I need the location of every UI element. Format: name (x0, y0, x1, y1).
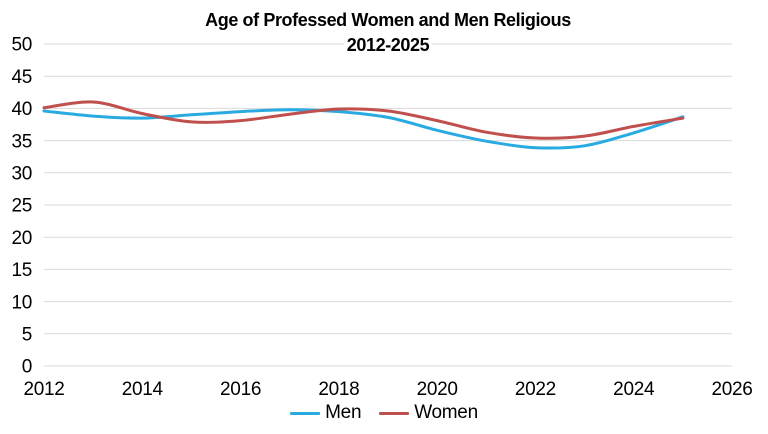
x-tick-label: 2022 (515, 379, 556, 400)
legend-item-women: Women (379, 402, 478, 424)
y-tick-label: 45 (11, 67, 32, 88)
x-tick-label: 2012 (23, 379, 64, 400)
women-series-line (42, 100, 685, 140)
chart-subtitle: 2012-2025 (343, 35, 433, 55)
x-tick-label: 2020 (417, 379, 458, 400)
x-tick-label: 2016 (220, 379, 261, 400)
chart-title: Age of Professed Women and Men Religious (202, 10, 574, 30)
gridlines (44, 43, 732, 367)
men-series-line (42, 108, 685, 150)
x-axis-labels: 2012 2014 2016 2018 2020 2022 2024 2026 (23, 379, 752, 400)
y-tick-label: 40 (11, 99, 32, 120)
y-tick-label: 0 (22, 357, 32, 378)
y-tick-label: 5 (22, 324, 32, 345)
legend-label-men: Men (325, 402, 362, 423)
y-axis-labels: 0 5 10 15 20 25 30 35 40 45 50 (11, 35, 32, 378)
y-tick-label: 50 (11, 35, 32, 56)
chart-title-block: Age of Professed Women and Men Religious… (44, 8, 732, 58)
y-tick-label: 30 (11, 163, 32, 184)
y-tick-label: 15 (11, 260, 32, 281)
y-tick-label: 10 (11, 292, 32, 313)
x-tick-label: 2014 (122, 379, 164, 400)
x-tick-label: 2024 (613, 379, 655, 400)
x-tick-label: 2018 (318, 379, 359, 400)
women-line-swatch (379, 411, 410, 415)
y-tick-label: 35 (11, 131, 32, 152)
y-tick-label: 25 (11, 196, 32, 217)
x-tick-label: 2026 (711, 379, 752, 400)
y-tick-label: 20 (11, 228, 32, 249)
men-line-swatch (290, 411, 321, 415)
series-lines (42, 100, 685, 150)
legend-item-men: Men (290, 402, 362, 424)
legend-label-women: Women (414, 402, 478, 423)
legend: Men Women (0, 401, 768, 425)
